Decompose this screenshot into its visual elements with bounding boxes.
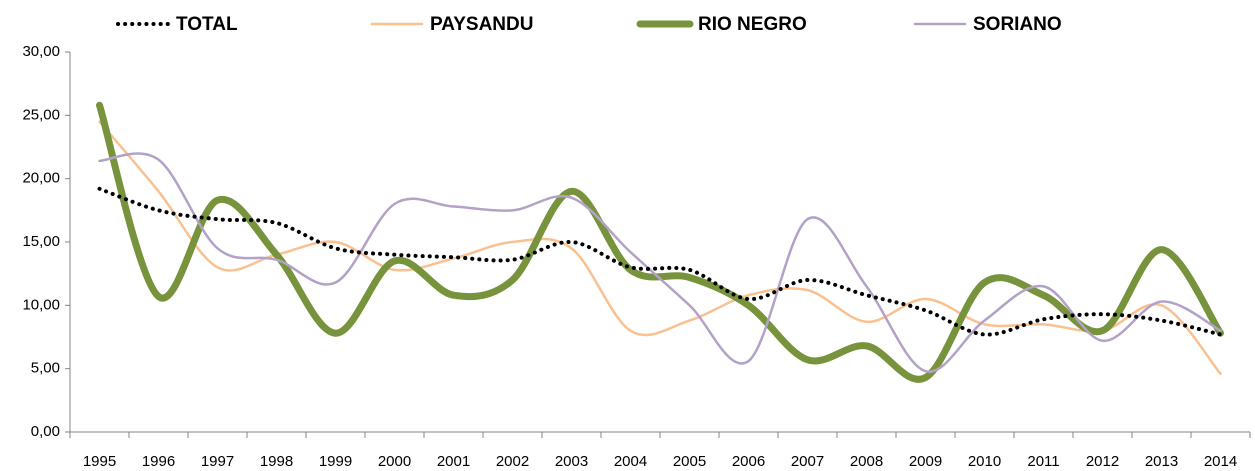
- y-tick-label: 15,00: [22, 233, 60, 250]
- series-line: [97, 186, 1223, 337]
- x-tick-label: 2010: [968, 453, 1001, 470]
- x-tick-label: 2009: [909, 453, 942, 470]
- y-tick-label: 10,00: [22, 296, 60, 313]
- y-tick-label: 25,00: [22, 106, 60, 123]
- x-tick-label: 2012: [1086, 453, 1119, 470]
- x-tick-label: 1999: [319, 453, 352, 470]
- x-tick-label: 2005: [673, 453, 706, 470]
- x-tick-label: 1996: [142, 453, 175, 470]
- x-tick-label: 1995: [83, 453, 116, 470]
- x-tick-label: 2011: [1027, 453, 1059, 470]
- y-tick-label: 20,00: [22, 170, 60, 187]
- legend-label: TOTAL: [176, 14, 238, 35]
- legend-label: RIO NEGRO: [698, 14, 807, 35]
- x-tick-label: 2003: [555, 453, 588, 470]
- x-tick-label: 2014: [1204, 453, 1237, 470]
- x-tick-label: 2000: [378, 453, 411, 470]
- x-tick-label: 2013: [1145, 453, 1178, 470]
- x-tick-label: 1998: [260, 453, 293, 470]
- x-tick-label: 2008: [850, 453, 883, 470]
- x-tick-label: 1997: [201, 453, 234, 470]
- series-line: [96, 101, 1224, 383]
- x-tick-label: 2006: [732, 453, 765, 470]
- y-tick-label: 5,00: [31, 360, 60, 377]
- y-tick-label: 0,00: [31, 423, 60, 440]
- x-tick-label: 2007: [791, 453, 824, 470]
- series-line: [98, 152, 1222, 373]
- x-tick-label: 2004: [614, 453, 647, 470]
- legend-label: SORIANO: [973, 14, 1062, 35]
- x-tick-label: 2001: [437, 453, 470, 470]
- legend-label: PAYSANDU: [430, 14, 533, 35]
- y-tick-label: 30,00: [22, 43, 60, 60]
- x-tick-label: 2002: [496, 453, 529, 470]
